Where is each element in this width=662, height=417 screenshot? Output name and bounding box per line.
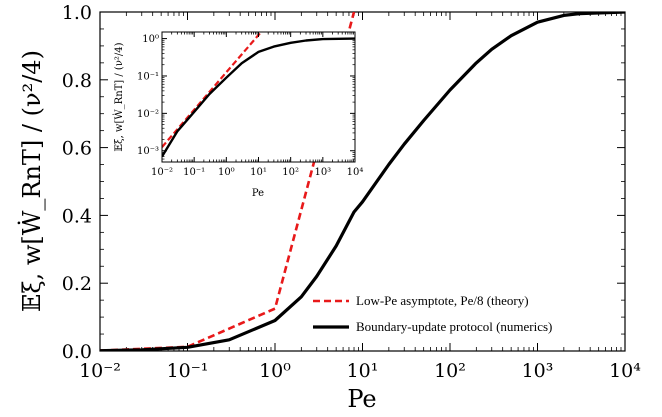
y-tick-label: 10⁻¹ [137, 71, 159, 82]
x-tick-label: 10¹ [347, 360, 379, 382]
main-y-axis-label: 𝔼ξ, w[Ẇ_RnT] / (ν²/4) [17, 50, 46, 312]
inset-series [162, 32, 355, 158]
y-tick-label: 0.0 [62, 341, 92, 363]
x-tick-label: 10⁻¹ [183, 167, 205, 178]
y-tick-label: 0.6 [62, 138, 92, 160]
x-tick-label: 10³ [522, 360, 554, 382]
y-tick-label: 0.8 [62, 70, 92, 92]
y-tick-label: 10⁰ [142, 34, 159, 45]
inset-plot: 10⁻² 10⁻¹ 10⁰ 10¹ 10² 10³ 10⁴ 10⁻³ 10⁻² 10⁻¹ 10⁰ P… [113, 31, 363, 199]
x-tick-label: 10¹ [250, 167, 267, 178]
inset-x-axis-label: Pe [252, 188, 264, 199]
numerics-line [100, 12, 625, 351]
x-tick-label: 10² [434, 360, 466, 382]
x-tick-label: 10⁴ [347, 167, 364, 178]
main-x-axis-label: Pe [347, 385, 376, 413]
x-tick-label: 10⁻² [79, 360, 121, 382]
x-tick-label: 10⁻¹ [167, 360, 209, 382]
legend-label-theory: Low-Pe asymptote, Pe/8 (theory) [356, 293, 529, 308]
x-tick-label: 10⁴ [609, 360, 641, 382]
legend-label-numerics: Boundary-update protocol (numerics) [356, 319, 552, 334]
numerics-line [162, 37, 355, 158]
inset-background [162, 32, 355, 162]
x-tick-label: 10³ [314, 167, 331, 178]
x-tick-label: 10² [282, 167, 299, 178]
y-tick-label: 10⁻³ [137, 146, 159, 157]
main-ticks: 10⁻² 10⁻¹ 10⁰ 10¹ 10² 10³ 10⁴ 0.0 0.2 0.4 0.6 0.8 1.… [62, 2, 641, 382]
y-tick-label: 0.2 [62, 273, 92, 295]
y-tick-label: 1.0 [62, 2, 92, 24]
y-tick-label: 10⁻² [137, 109, 159, 120]
legend: Low-Pe asymptote, Pe/8 (theory) Boundary… [313, 293, 552, 334]
x-tick-label: 10⁻² [151, 167, 173, 178]
theory-line [162, 32, 262, 148]
x-tick-label: 10⁰ [218, 167, 235, 178]
inset-y-axis-label: 𝔼ξ, w[Ẇ_RnT] / (ν²/4) [113, 42, 125, 151]
inset-ticks: 10⁻² 10⁻¹ 10⁰ 10¹ 10² 10³ 10⁴ 10⁻³ 10⁻² 10⁻¹ 10⁰ [137, 32, 363, 178]
x-tick-label: 10⁰ [259, 360, 291, 382]
y-tick-label: 0.4 [62, 205, 92, 227]
